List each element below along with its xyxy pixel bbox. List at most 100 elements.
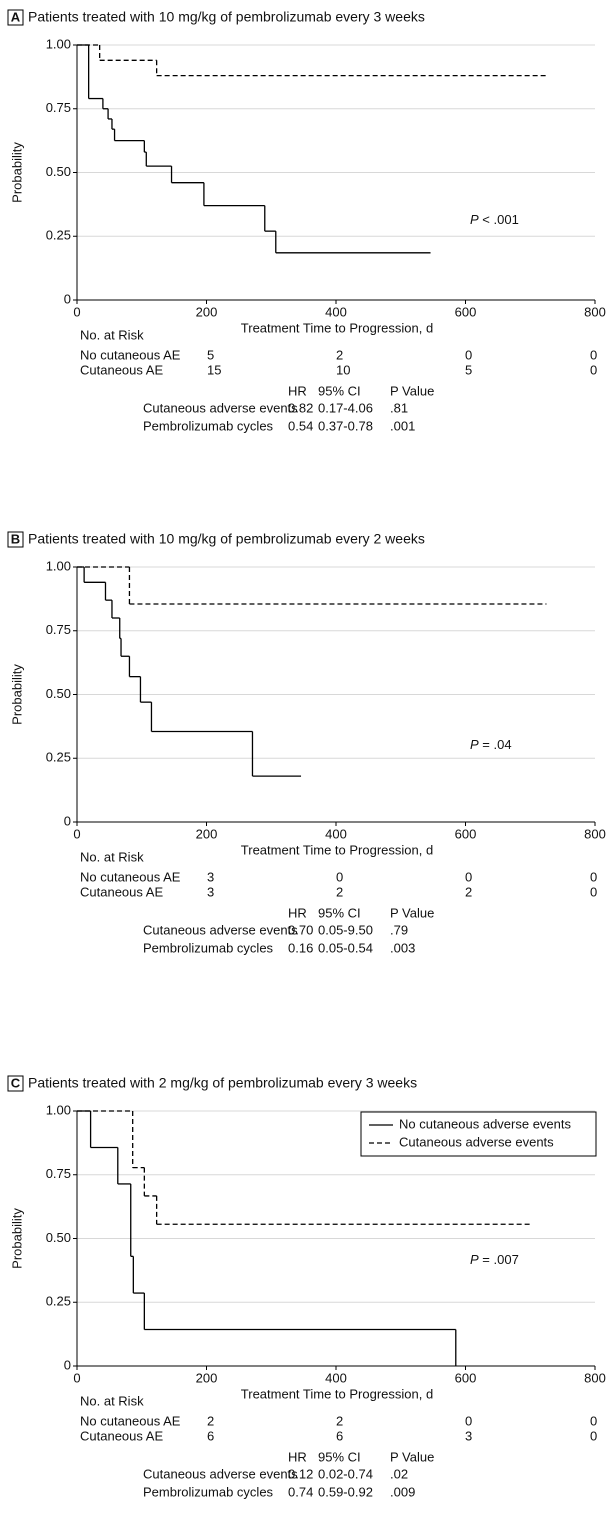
hr-row-name: Pembrolizumab cycles	[143, 1484, 274, 1499]
x-tick-label: 800	[584, 826, 606, 841]
y-tick-label: 0.50	[46, 1230, 71, 1245]
legend-label: Cutaneous adverse events	[399, 1134, 554, 1149]
x-tick-label: 800	[584, 304, 606, 319]
x-axis-label: Treatment Time to Progression, d	[241, 320, 433, 335]
x-tick-label: 400	[325, 304, 347, 319]
y-tick-label: 0.25	[46, 1294, 71, 1309]
p-annotation: P < .001	[470, 212, 519, 227]
risk-row-name: Cutaneous AE	[80, 362, 163, 377]
x-tick-label: 400	[325, 1370, 347, 1385]
hr-cell: 0.74	[288, 1484, 313, 1499]
hr-cell: .001	[390, 418, 415, 433]
risk-count: 2	[207, 1413, 214, 1428]
hr-cell: 0.59-0.92	[318, 1484, 373, 1499]
risk-table-title: No. at Risk	[80, 849, 144, 864]
hr-cell: 0.70	[288, 922, 313, 937]
risk-count: 0	[590, 884, 597, 899]
hr-cell: .009	[390, 1484, 415, 1499]
risk-count: 0	[590, 347, 597, 362]
hr-cell: 0.16	[288, 940, 313, 955]
km-curve	[77, 566, 547, 605]
risk-count: 3	[465, 1428, 472, 1443]
risk-count: 10	[336, 362, 350, 377]
hr-cell: .79	[390, 922, 408, 937]
hr-column-header: P Value	[390, 905, 434, 920]
panel-label: B	[11, 531, 20, 546]
hr-cell: .81	[390, 400, 408, 415]
p-symbol: P	[470, 1252, 479, 1267]
x-axis-label: Treatment Time to Progression, d	[241, 842, 433, 857]
hr-column-header: 95% CI	[318, 383, 361, 398]
p-annotation: P = .04	[470, 737, 512, 752]
y-tick-label: 1.00	[46, 1102, 71, 1117]
hr-row-name: Cutaneous adverse events	[143, 400, 298, 415]
hr-column-header: HR	[288, 383, 307, 398]
hr-row-name: Cutaneous adverse events	[143, 922, 298, 937]
y-tick-label: 0.75	[46, 1166, 71, 1181]
risk-count: 5	[465, 362, 472, 377]
hr-column-header: HR	[288, 905, 307, 920]
y-tick-label: 0.25	[46, 750, 71, 765]
y-tick-label: 0.50	[46, 686, 71, 701]
y-tick-label: 0	[64, 291, 71, 306]
y-tick-label: 0.25	[46, 228, 71, 243]
risk-count: 2	[336, 347, 343, 362]
x-tick-label: 200	[196, 826, 218, 841]
hr-column-header: HR	[288, 1449, 307, 1464]
p-value: = .007	[482, 1252, 519, 1267]
hr-cell: 0.54	[288, 418, 313, 433]
hr-column-header: 95% CI	[318, 905, 361, 920]
y-tick-label: 0.50	[46, 164, 71, 179]
x-tick-label: 600	[455, 826, 477, 841]
x-tick-label: 600	[455, 1370, 477, 1385]
risk-count: 3	[207, 869, 214, 884]
y-tick-label: 1.00	[46, 36, 71, 51]
y-tick-label: 0.75	[46, 100, 71, 115]
chart-title: Patients treated with 10 mg/kg of pembro…	[28, 531, 425, 547]
risk-count: 0	[590, 1413, 597, 1428]
panel-label-box	[7, 531, 24, 548]
p-annotation: P = .007	[470, 1252, 519, 1267]
hr-cell: 0.05-0.54	[318, 940, 373, 955]
km-curve	[77, 1110, 457, 1366]
x-axis-label: Treatment Time to Progression, d	[241, 1386, 433, 1401]
panel-label-box	[7, 9, 24, 26]
x-tick-label: 200	[196, 1370, 218, 1385]
y-tick-label: 0	[64, 1357, 71, 1372]
risk-count: 2	[465, 884, 472, 899]
risk-count: 0	[465, 347, 472, 362]
x-tick-label: 600	[455, 304, 477, 319]
legend-label: No cutaneous adverse events	[399, 1116, 571, 1131]
km-curve	[77, 44, 547, 77]
p-symbol: P	[470, 737, 479, 752]
y-tick-label: 0	[64, 813, 71, 828]
risk-count: 6	[207, 1428, 214, 1443]
risk-table-title: No. at Risk	[80, 1393, 144, 1408]
hr-row-name: Cutaneous adverse events	[143, 1466, 298, 1481]
risk-row-name: Cutaneous AE	[80, 884, 163, 899]
risk-row-name: Cutaneous AE	[80, 1428, 163, 1443]
legend-box	[360, 1111, 597, 1157]
hr-row-name: Pembrolizumab cycles	[143, 940, 274, 955]
y-axis-label: Probability	[9, 664, 24, 725]
chart-title: Patients treated with 2 mg/kg of pembrol…	[28, 1075, 417, 1091]
risk-count: 5	[207, 347, 214, 362]
risk-row-name: No cutaneous AE	[80, 869, 181, 884]
risk-count: 2	[336, 884, 343, 899]
risk-count: 0	[590, 362, 597, 377]
hr-column-header: P Value	[390, 1449, 434, 1464]
chart-title: Patients treated with 10 mg/kg of pembro…	[28, 9, 425, 25]
hr-cell: 0.82	[288, 400, 313, 415]
risk-count: 15	[207, 362, 221, 377]
risk-count: 2	[336, 1413, 343, 1428]
p-symbol: P	[470, 212, 479, 227]
hr-column-header: 95% CI	[318, 1449, 361, 1464]
km-curve	[77, 1110, 530, 1225]
p-value: = .04	[482, 737, 511, 752]
y-tick-label: 1.00	[46, 558, 71, 573]
x-tick-label: 400	[325, 826, 347, 841]
panel-label-box	[7, 1075, 24, 1092]
hr-cell: 0.12	[288, 1466, 313, 1481]
risk-table-title: No. at Risk	[80, 327, 144, 342]
hr-cell: .003	[390, 940, 415, 955]
